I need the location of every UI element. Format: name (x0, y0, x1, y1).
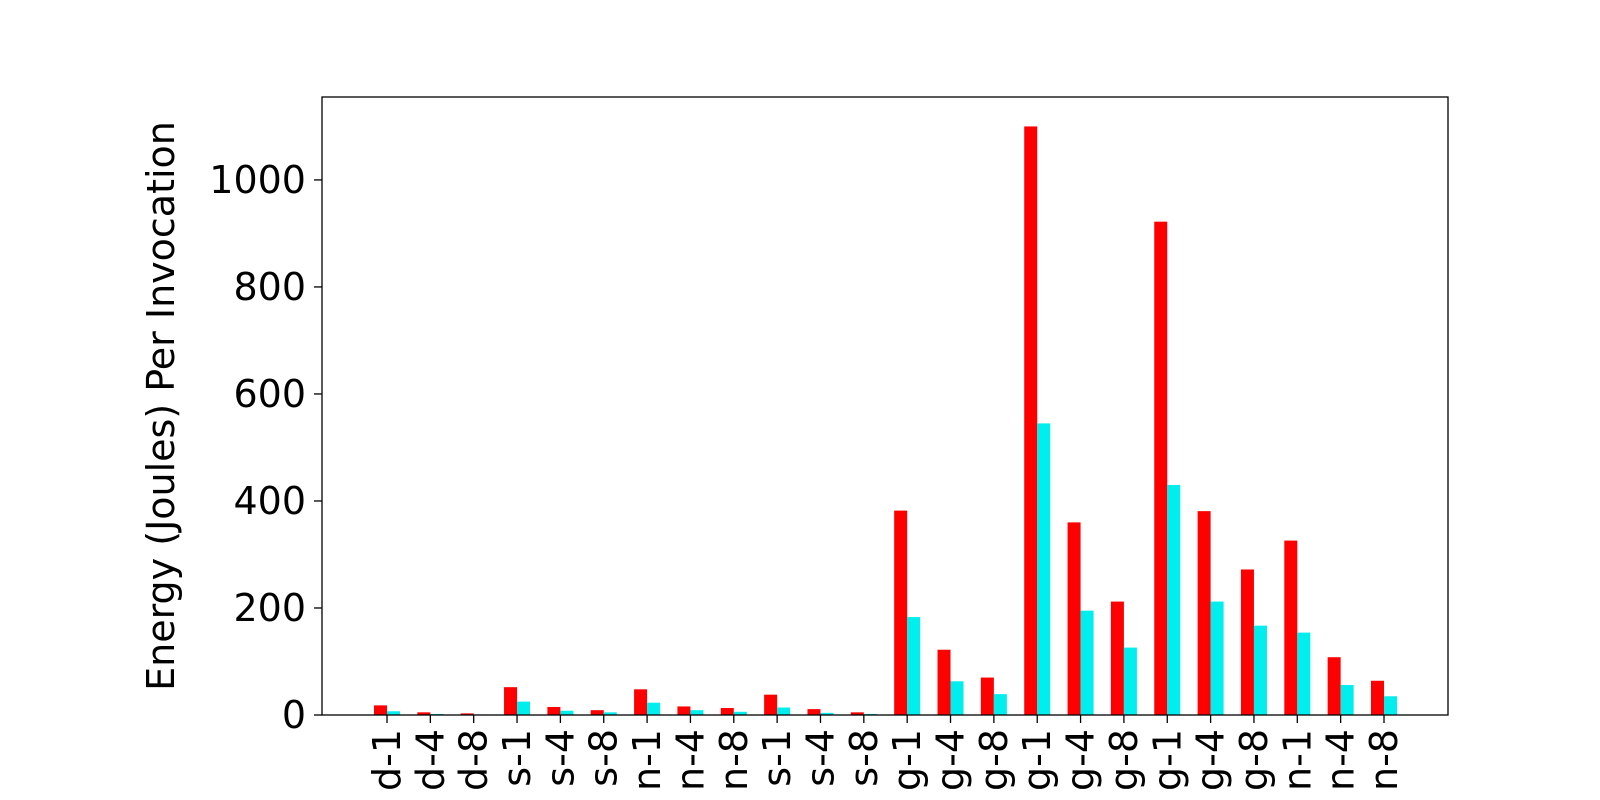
bar-series1-17 (1067, 522, 1081, 715)
bar-series2-18 (1123, 647, 1137, 715)
bar-series1-1 (374, 705, 387, 715)
bar-series2-13 (907, 617, 921, 715)
x-tick-label: d-8 (452, 729, 496, 791)
y-axis-title: Energy (Joules) Per Invocation (139, 121, 183, 691)
bar-series1-3 (460, 713, 474, 715)
x-tick-label: s-8 (842, 729, 886, 787)
bar-series2-22 (1297, 632, 1311, 715)
x-tick-label: s-4 (538, 729, 582, 787)
x-tick-label: n-8 (1362, 729, 1406, 791)
bar-series1-8 (677, 706, 691, 715)
x-tick-label: d-1 (365, 729, 409, 791)
x-tick-label: n-1 (625, 729, 669, 791)
y-tick-label: 1000 (209, 158, 306, 202)
x-tick-label: g-4 (1059, 729, 1103, 791)
plot-frame (321, 96, 1449, 716)
y-tick-label: 0 (282, 693, 306, 737)
x-tick-label: g-4 (929, 729, 973, 791)
x-axis: d-1 d-4 d-8 s-1 s-4 s-8 n-1 n-4 n-8 s-1 s-4 s-8 g-1 g… (365, 715, 1406, 791)
bar-series2-5 (560, 710, 574, 715)
bar-series1-4 (504, 687, 518, 715)
x-tick-label: g-4 (1189, 729, 1233, 791)
x-tick-label: g-8 (1102, 729, 1146, 791)
bar-series2-24 (1384, 696, 1397, 715)
bar-series1-9 (720, 708, 734, 715)
x-tick-label: g-8 (972, 729, 1016, 791)
bar-series2-23 (1340, 685, 1354, 715)
bar-series1-5 (547, 706, 561, 715)
bar-series2-14 (950, 681, 964, 715)
bar-series1-19 (1154, 221, 1168, 716)
bar-series1-11 (807, 709, 821, 715)
x-tick-label: s-1 (495, 729, 539, 787)
bar-series2-7 (647, 702, 661, 715)
y-tick-label: 600 (233, 372, 306, 416)
bar-series1-23 (1327, 657, 1341, 715)
y-axis: 0 200 400 600 800 1000 (209, 158, 322, 737)
bar-series2-11 (820, 712, 834, 715)
bar-series2-16 (1037, 423, 1051, 715)
x-tick-label: n-4 (668, 729, 712, 791)
bar-series2-15 (993, 694, 1007, 715)
bar-series1-10 (764, 694, 778, 715)
bar-series1-20 (1197, 511, 1211, 715)
x-tick-label: d-4 (408, 729, 452, 791)
y-tick-label: 800 (233, 265, 306, 309)
bar-series1-14 (937, 649, 951, 715)
x-tick-label: s-8 (582, 729, 626, 787)
bar-series2-19 (1167, 484, 1181, 715)
bar-series1-6 (590, 710, 604, 715)
x-tick-label: s-1 (755, 729, 799, 787)
bar-series1-18 (1110, 601, 1124, 715)
x-tick-label: n-4 (1319, 729, 1363, 791)
y-tick-label: 400 (233, 479, 306, 523)
bar-series2-20 (1210, 601, 1224, 715)
x-tick-label: g-1 (885, 729, 929, 791)
bar-series1-24 (1371, 680, 1384, 715)
bar-series1-16 (1024, 126, 1038, 716)
bar-series1-12 (850, 712, 864, 715)
bar-series2-6 (603, 712, 617, 715)
bar-series1-2 (417, 712, 431, 715)
x-tick-label: n-1 (1275, 729, 1319, 791)
x-tick-label: s-4 (798, 729, 842, 787)
bar-series1-15 (980, 677, 994, 715)
x-tick-label: g-1 (1145, 729, 1189, 791)
x-tick-label: n-8 (712, 729, 756, 791)
bar-series2-21 (1253, 625, 1267, 715)
bar-series2-10 (777, 707, 791, 715)
bar-series1-13 (894, 510, 908, 715)
bar-series2-17 (1080, 610, 1094, 715)
bar-series2-1 (387, 711, 400, 715)
bar-series1-22 (1284, 540, 1298, 715)
bar-series2-9 (733, 711, 747, 715)
y-tick-label: 200 (233, 586, 306, 630)
bar-series1-7 (634, 689, 648, 715)
bar-series2-8 (690, 710, 704, 715)
x-tick-label: g-8 (1232, 729, 1276, 791)
bars-layer (374, 126, 1397, 716)
x-tick-label: g-1 (1015, 729, 1059, 791)
bar-series2-4 (517, 701, 531, 715)
bar-series1-21 (1240, 569, 1254, 715)
